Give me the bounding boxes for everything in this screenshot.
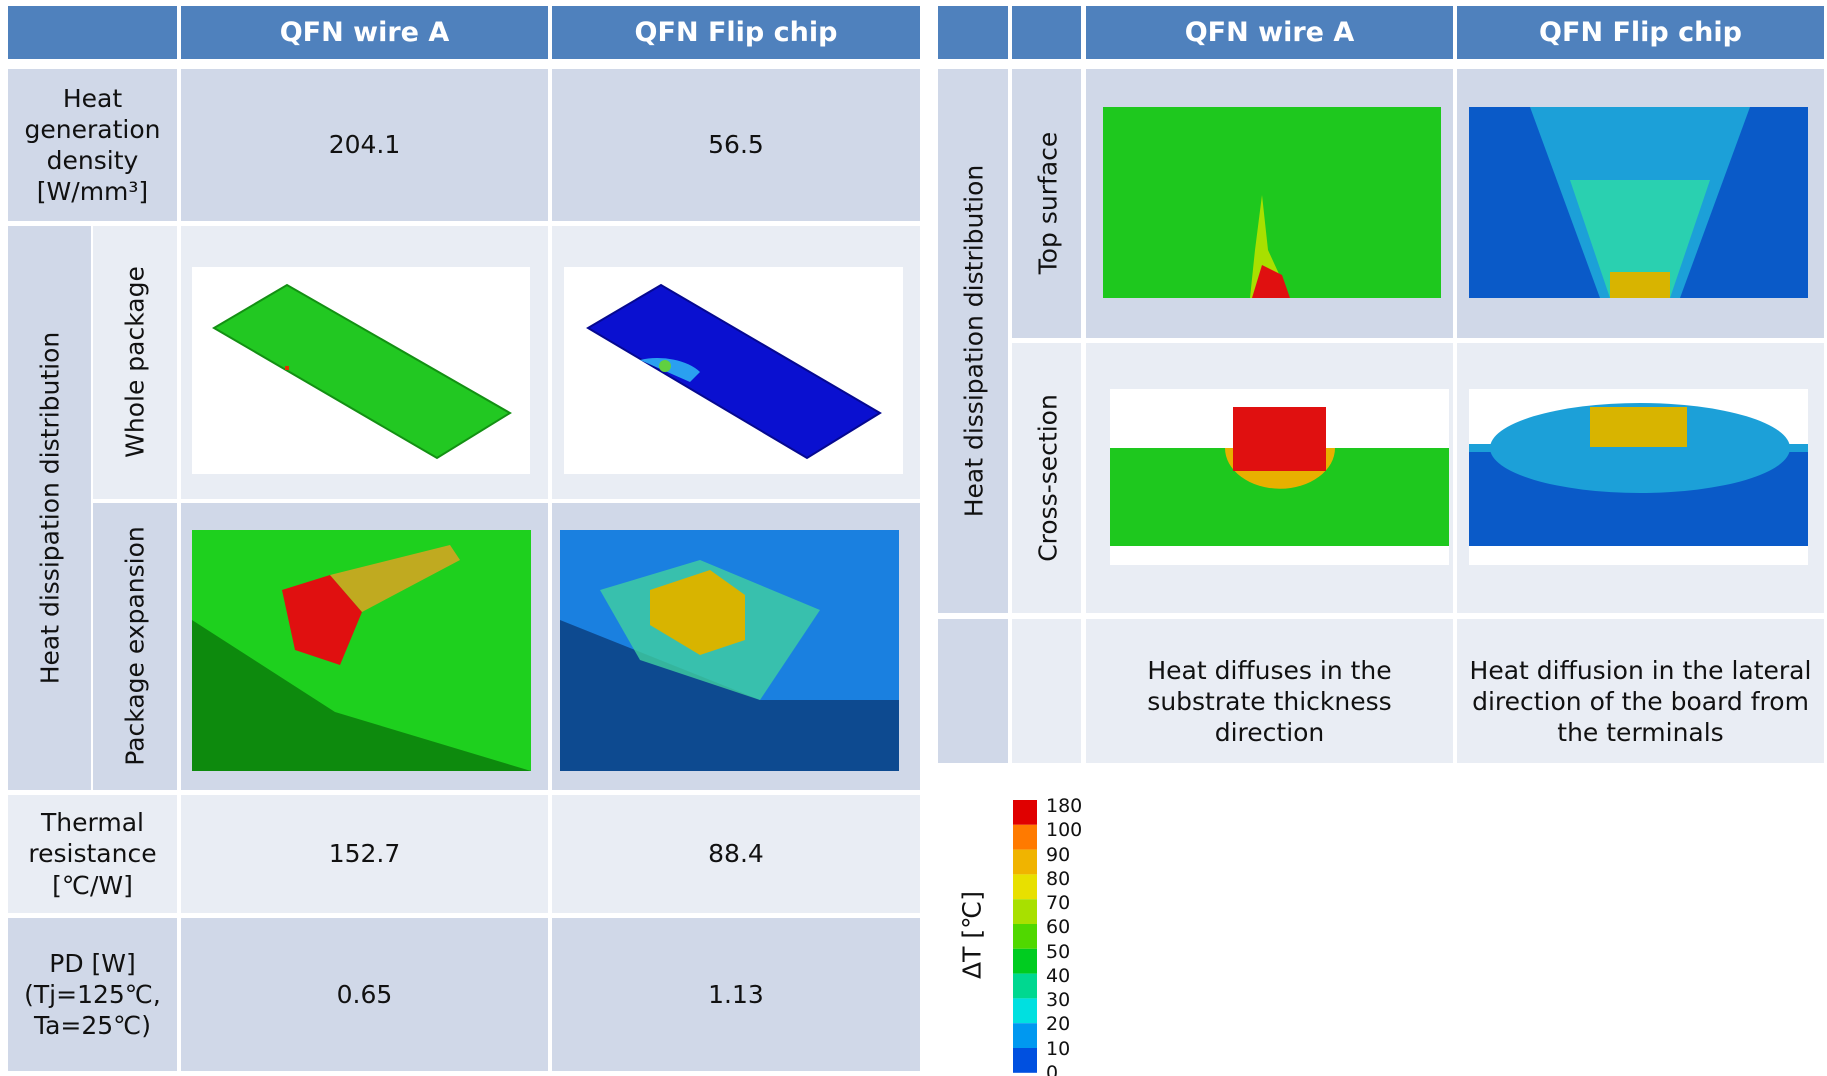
cell: 0.65 (181, 918, 548, 1071)
color-swatch (1013, 899, 1037, 924)
legend-tick: 70 (1046, 894, 1070, 913)
color-swatch (1013, 850, 1037, 875)
legend-tick: 80 (1046, 870, 1070, 889)
note: Heat diffusion in the lateral direction … (1457, 640, 1824, 763)
sub-label: Cross-section (1034, 394, 1063, 562)
color-swatch (1013, 974, 1037, 999)
legend-tick: 60 (1046, 918, 1070, 937)
color-swatch (1013, 949, 1037, 974)
cell: 204.1 (181, 69, 548, 221)
color-swatch (1013, 1048, 1037, 1073)
color-bar (1013, 800, 1037, 1073)
row-label: Heat generation density [W/mm³] (8, 69, 177, 221)
legend-tick: 50 (1046, 943, 1070, 962)
color-swatch (1013, 874, 1037, 899)
row-label: PD [W] (Tj=125℃, Ta=25℃) (8, 918, 177, 1071)
color-swatch (1013, 825, 1037, 850)
header-cell: QFN Flip chip (1457, 6, 1824, 59)
cell: 56.5 (552, 69, 920, 221)
page: QFN wire A QFN Flip chip Heat generation… (0, 0, 1827, 1076)
legend-label: ΔT [℃] (958, 891, 987, 979)
cell: 152.7 (181, 795, 548, 913)
legend-tick: 30 (1046, 991, 1070, 1010)
legend-tick: 10 (1046, 1040, 1070, 1059)
legend-tick: 40 (1046, 967, 1070, 986)
header-cell: QFN wire A (1086, 6, 1453, 59)
legend-tick: 180 (1046, 797, 1082, 816)
group-label: Heat dissipation distribution (960, 165, 989, 518)
color-swatch (1013, 924, 1037, 949)
legend-tick: 20 (1046, 1015, 1070, 1034)
color-swatch (1013, 998, 1037, 1023)
row-label: Thermal resistance [℃/W] (8, 795, 177, 913)
cell: 88.4 (552, 795, 920, 913)
color-swatch (1013, 1023, 1037, 1048)
color-swatch (1013, 800, 1037, 825)
header-cell: QFN wire A (181, 6, 548, 59)
sub-label: Package expansion (121, 526, 150, 765)
sub-label: Whole package (121, 266, 150, 458)
legend-tick: 0 (1046, 1064, 1058, 1076)
header-cell: QFN Flip chip (552, 6, 920, 59)
group-label: Heat dissipation distribution (36, 332, 65, 685)
legend-tick: 100 (1046, 821, 1082, 840)
sub-label: Top surface (1034, 132, 1063, 275)
note: Heat diffuses in the substrate thickness… (1086, 640, 1453, 763)
cell: 1.13 (552, 918, 920, 1071)
legend-tick: 90 (1046, 846, 1070, 865)
